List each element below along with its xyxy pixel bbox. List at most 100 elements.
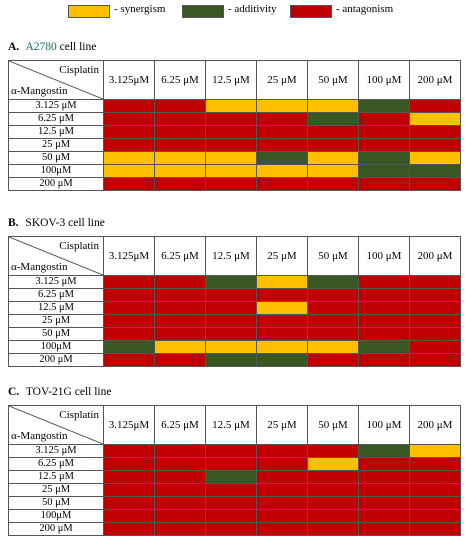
panel-a-title: A. A2780 cell line <box>8 41 96 53</box>
cell-antagonism <box>154 99 206 113</box>
column-header: 200 μM <box>409 405 461 445</box>
panel-a-suffix: cell line <box>59 41 97 53</box>
table-row: 6.25 μM <box>8 112 461 126</box>
cell-antagonism <box>103 470 155 484</box>
panel-c-letter: C. <box>8 386 20 398</box>
row-header: 25 μM <box>8 314 104 328</box>
cell-synergism <box>307 457 359 471</box>
corner-label-cisplatin: Cisplatin <box>59 64 99 76</box>
column-header: 100 μM <box>358 60 410 100</box>
cell-antagonism <box>103 275 155 289</box>
column-header: 3.125μM <box>103 405 155 445</box>
table-row: 50 μM <box>8 496 461 510</box>
panel-b-cell-line: SKOV-3 <box>25 217 66 229</box>
cell-antagonism <box>358 301 410 315</box>
cell-antagonism <box>307 288 359 302</box>
row-header: 6.25 μM <box>8 112 104 126</box>
cell-synergism <box>307 99 359 113</box>
cell-synergism <box>256 340 308 354</box>
cell-antagonism <box>409 470 461 484</box>
cell-antagonism <box>358 314 410 328</box>
cell-antagonism <box>103 99 155 113</box>
cell-antagonism <box>103 353 155 367</box>
row-header: 50 μM <box>8 327 104 341</box>
cell-additivity <box>205 353 257 367</box>
cell-antagonism <box>358 522 410 536</box>
column-header: 6.25 μM <box>154 236 206 276</box>
cell-antagonism <box>307 483 359 497</box>
cell-additivity <box>409 164 461 178</box>
cell-antagonism <box>154 301 206 315</box>
cell-antagonism <box>256 444 308 458</box>
column-header: 100 μM <box>358 405 410 445</box>
cell-additivity <box>358 164 410 178</box>
cell-synergism <box>307 340 359 354</box>
column-header: 50 μM <box>307 60 359 100</box>
panel-a-letter: A. <box>8 41 20 53</box>
row-header: 12.5 μM <box>8 301 104 315</box>
cell-synergism <box>256 275 308 289</box>
table-row: 6.25 μM <box>8 288 461 302</box>
row-header: 12.5 μM <box>8 470 104 484</box>
column-header: 25 μM <box>256 60 308 100</box>
cell-antagonism <box>103 444 155 458</box>
cell-antagonism <box>154 314 206 328</box>
cell-antagonism <box>103 314 155 328</box>
row-header: 200 μM <box>8 353 104 367</box>
panel-b-suffix: cell line <box>68 217 105 229</box>
cell-antagonism <box>154 353 206 367</box>
cell-antagonism <box>409 483 461 497</box>
cell-antagonism <box>103 288 155 302</box>
cell-synergism <box>307 151 359 165</box>
cell-synergism <box>256 301 308 315</box>
cell-antagonism <box>154 125 206 139</box>
cell-antagonism <box>103 509 155 523</box>
header-row: Cisplatin α-Mangostin 3.125μM 6.25 μM 12.5 μ… <box>8 236 461 276</box>
cell-antagonism <box>256 496 308 510</box>
cell-additivity <box>205 470 257 484</box>
cell-antagonism <box>358 496 410 510</box>
cell-additivity <box>358 99 410 113</box>
cell-antagonism <box>358 275 410 289</box>
column-header: 25 μM <box>256 405 308 445</box>
cell-antagonism <box>103 112 155 126</box>
cell-antagonism <box>358 138 410 152</box>
cell-antagonism <box>256 470 308 484</box>
row-header: 12.5 μM <box>8 125 104 139</box>
table-row: 100μM <box>8 509 461 523</box>
cell-antagonism <box>154 112 206 126</box>
cell-antagonism <box>409 177 461 191</box>
cell-antagonism <box>358 125 410 139</box>
row-header: 100μM <box>8 340 104 354</box>
cell-antagonism <box>307 314 359 328</box>
column-header: 12.5 μM <box>205 405 257 445</box>
cell-antagonism <box>154 522 206 536</box>
row-header: 50 μM <box>8 496 104 510</box>
corner-label-cisplatin: Cisplatin <box>59 240 99 252</box>
table-row: 12.5 μM <box>8 125 461 139</box>
combination-table-a2780: Cisplatin α-Mangostin 3.125μM 6.25 μM 12.5 μ… <box>8 60 461 191</box>
table-row: 50 μM <box>8 327 461 341</box>
row-header: 3.125 μM <box>8 275 104 289</box>
row-header: 200 μM <box>8 522 104 536</box>
cell-antagonism <box>103 457 155 471</box>
table-row: 25 μM <box>8 314 461 328</box>
cell-antagonism <box>205 288 257 302</box>
cell-antagonism <box>205 327 257 341</box>
cell-synergism <box>154 151 206 165</box>
cell-antagonism <box>307 509 359 523</box>
cell-synergism <box>154 164 206 178</box>
cell-antagonism <box>205 112 257 126</box>
panel-a-cell-line: A2780 <box>25 41 57 53</box>
cell-antagonism <box>205 301 257 315</box>
cell-additivity <box>307 275 359 289</box>
column-header: 50 μM <box>307 236 359 276</box>
cell-antagonism <box>154 496 206 510</box>
column-header: 6.25 μM <box>154 60 206 100</box>
cell-antagonism <box>409 99 461 113</box>
table-row: 25 μM <box>8 138 461 152</box>
panel-c-cell-line: TOV-21G <box>25 386 72 398</box>
cell-antagonism <box>256 314 308 328</box>
table-row: 12.5 μM <box>8 470 461 484</box>
legend-label-antagonism: - antagonism <box>336 3 394 15</box>
